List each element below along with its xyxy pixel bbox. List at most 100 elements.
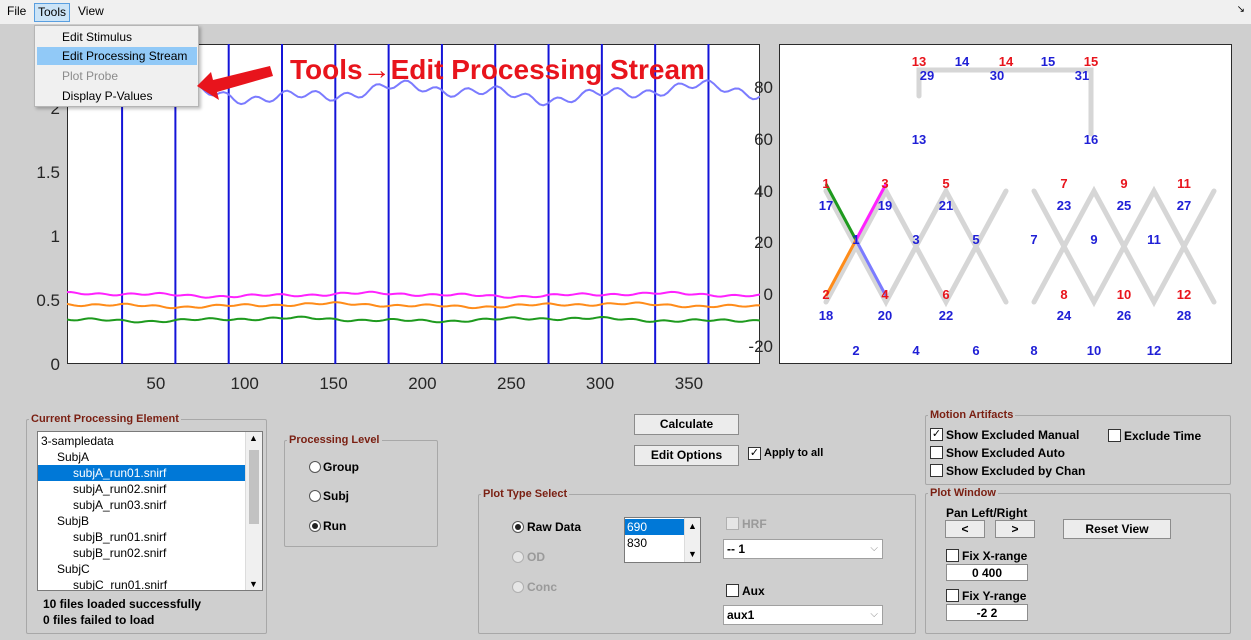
tree-scrollbar[interactable]: ▲ ▼	[245, 432, 262, 590]
wavelength-830[interactable]: 830	[627, 536, 648, 550]
radio-run[interactable]	[309, 520, 321, 532]
source-label[interactable]: 4	[881, 287, 889, 302]
tree-item[interactable]: SubjC	[57, 562, 90, 576]
show-excluded-manual-checkbox[interactable]: ✓	[930, 428, 943, 441]
wavelength-690[interactable]: 690	[625, 519, 684, 535]
wavelength-scrollbar[interactable]: ▲ ▼	[684, 518, 700, 562]
detector-label[interactable]: 21	[938, 198, 954, 213]
radio-subj[interactable]	[309, 490, 321, 502]
detector-label[interactable]: 16	[1083, 132, 1099, 147]
tree-item[interactable]: subjA_run01.snirf	[38, 465, 246, 481]
source-label[interactable]: 12	[1176, 287, 1192, 302]
source-label[interactable]: 2	[822, 287, 830, 302]
tree-item[interactable]: 3-sampledata	[41, 434, 114, 448]
detector-label[interactable]: 28	[1176, 308, 1192, 323]
source-label[interactable]: 5	[942, 176, 950, 191]
source-label[interactable]: 13	[911, 54, 927, 69]
detector-label[interactable]: 7	[1030, 232, 1038, 247]
tree-item[interactable]: subjA_run03.snirf	[73, 498, 167, 512]
menu-file[interactable]: File	[7, 4, 27, 18]
menu-tools[interactable]: Tools	[34, 3, 71, 22]
tree-item[interactable]: SubjA	[57, 450, 90, 464]
menu-item-edit-stimulus[interactable]: Edit Stimulus	[62, 30, 133, 44]
scroll-thumb[interactable]	[249, 450, 259, 524]
x-range-input[interactable]: 0 400	[946, 564, 1028, 581]
detector-label[interactable]: 9	[1090, 232, 1098, 247]
detector-label[interactable]: 18	[818, 308, 834, 323]
tree-item[interactable]: subjA_run02.snirf	[73, 482, 167, 496]
tree-item[interactable]: subjC_run01.snirf	[73, 578, 168, 591]
tree-item[interactable]: SubjB	[57, 514, 90, 528]
detector-label[interactable]: 1	[852, 232, 860, 247]
detector-label[interactable]: 25	[1116, 198, 1132, 213]
y-range-input[interactable]: -2 2	[946, 604, 1028, 621]
detector-label[interactable]: 4	[912, 343, 920, 358]
radio-group[interactable]	[309, 461, 321, 473]
tree-item[interactable]: subjB_run01.snirf	[73, 530, 167, 544]
detector-label[interactable]: 27	[1176, 198, 1192, 213]
source-label[interactable]: 11	[1177, 176, 1191, 191]
detector-label[interactable]: 26	[1116, 308, 1132, 323]
menu-item-edit-processing-stream[interactable]: Edit Processing Stream	[37, 47, 197, 65]
source-label[interactable]: 3	[881, 176, 889, 191]
show-excluded-by-chan-checkbox[interactable]	[930, 464, 943, 477]
fix-x-range-checkbox[interactable]	[946, 549, 959, 562]
apply-to-all-checkbox[interactable]: ✓	[748, 447, 761, 460]
aux-select[interactable]: aux1 ⌵	[723, 605, 883, 625]
source-label[interactable]: 8	[1060, 287, 1068, 302]
detector-label[interactable]: 23	[1056, 198, 1072, 213]
exclude-time-checkbox[interactable]	[1108, 429, 1121, 442]
source-label[interactable]: 6	[942, 287, 950, 302]
processing-tree-listbox[interactable]: 3-sampledata SubjA subjA_run01.snirf subjA_…	[37, 431, 263, 591]
reset-view-button[interactable]: Reset View	[1063, 519, 1171, 539]
source-label[interactable]: 1	[822, 176, 830, 191]
tree-item[interactable]: subjB_run02.snirf	[73, 546, 167, 560]
data-series-line[interactable]	[67, 301, 760, 310]
detector-label[interactable]: 10	[1086, 343, 1102, 358]
detector-label[interactable]: 20	[877, 308, 893, 323]
source-label[interactable]: 9	[1120, 176, 1128, 191]
detector-label[interactable]: 5	[972, 232, 980, 247]
probe-plot-svg[interactable]	[779, 44, 1232, 364]
probe-plot-area[interactable]	[779, 44, 1232, 364]
detector-label[interactable]: 3	[912, 232, 920, 247]
scroll-up-icon[interactable]: ▲	[249, 433, 258, 443]
detector-label[interactable]: 2	[852, 343, 860, 358]
scroll-down-icon[interactable]: ▼	[688, 549, 697, 559]
source-label[interactable]: 15	[1083, 54, 1099, 69]
menu-item-display-p-values[interactable]: Display P-Values	[62, 89, 153, 103]
scroll-up-icon[interactable]: ▲	[688, 521, 697, 531]
detector-label[interactable]: 13	[911, 132, 927, 147]
source-label[interactable]: 10	[1116, 287, 1132, 302]
detector-label[interactable]: 6	[972, 343, 980, 358]
detector-label[interactable]: 17	[818, 198, 834, 213]
detector-label[interactable]: 31	[1074, 68, 1090, 83]
detector-label[interactable]: 29	[919, 68, 935, 83]
show-excluded-auto-checkbox[interactable]	[930, 446, 943, 459]
detector-label[interactable]: 30	[989, 68, 1005, 83]
detector-label[interactable]: 14	[954, 54, 970, 69]
detector-label[interactable]: 19	[877, 198, 893, 213]
wavelength-listbox[interactable]: 690 830 ▲ ▼	[624, 517, 701, 563]
detector-label[interactable]: 22	[938, 308, 954, 323]
radio-raw-data[interactable]	[512, 521, 524, 533]
edit-options-button[interactable]: Edit Options	[634, 445, 739, 466]
source-label[interactable]: 7	[1060, 176, 1068, 191]
aux-checkbox[interactable]	[726, 584, 739, 597]
data-series-line[interactable]	[67, 290, 760, 299]
calculate-button[interactable]: Calculate	[634, 414, 739, 435]
detector-label[interactable]: 8	[1030, 343, 1038, 358]
fix-y-range-checkbox[interactable]	[946, 589, 959, 602]
detector-label[interactable]: 15	[1040, 54, 1056, 69]
detector-label[interactable]: 11	[1147, 232, 1161, 247]
detector-label[interactable]: 24	[1056, 308, 1072, 323]
expand-toolbar-icon[interactable]: ↘	[1236, 4, 1245, 15]
scroll-down-icon[interactable]: ▼	[249, 579, 258, 589]
hrf-select[interactable]: -- 1 ⌵	[723, 539, 883, 559]
source-label[interactable]: 14	[998, 54, 1014, 69]
pan-left-button[interactable]: <	[945, 520, 985, 538]
data-series-line[interactable]	[67, 315, 760, 324]
pan-right-button[interactable]: >	[995, 520, 1035, 538]
detector-label[interactable]: 12	[1146, 343, 1162, 358]
menu-view[interactable]: View	[78, 4, 104, 18]
